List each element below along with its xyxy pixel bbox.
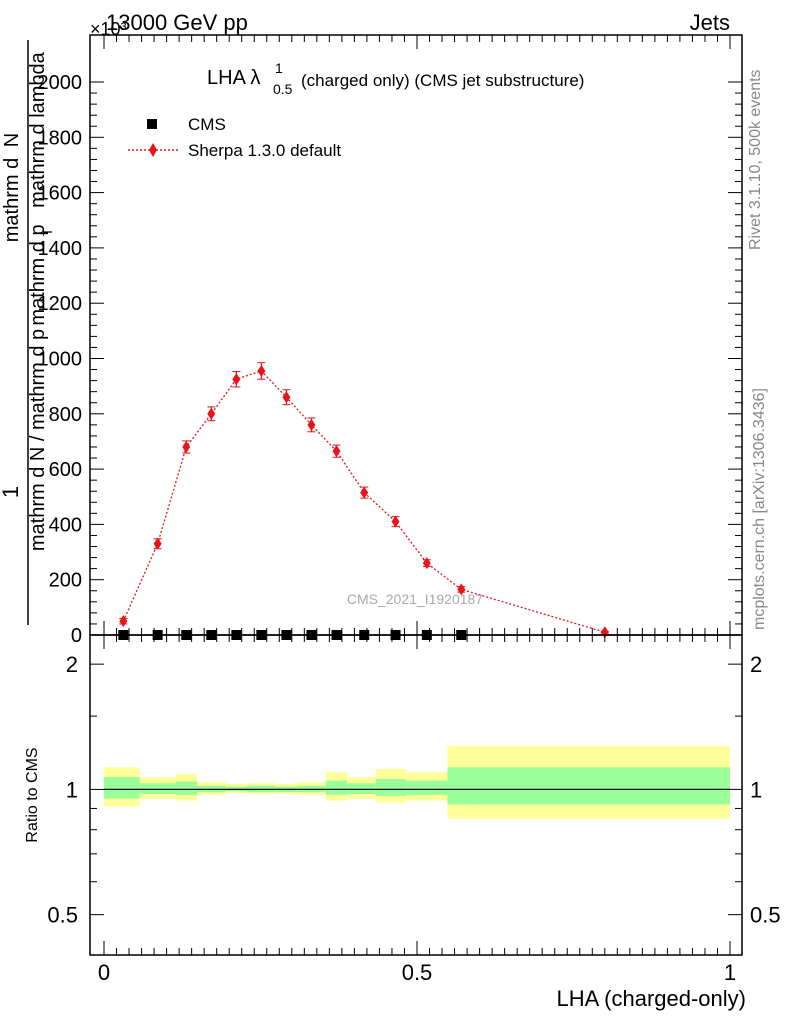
ratio-x-ticks: 0 0.5 1 xyxy=(98,635,736,985)
ratio-y-tick-label-right: 0.5 xyxy=(750,903,781,928)
main-y-tick-label: 1000 xyxy=(38,349,83,371)
sherpa-point xyxy=(232,373,241,386)
main-ylabel-top-den: mathrm d p xyxy=(27,224,49,325)
main-y-tick-label: 2000 xyxy=(38,72,83,94)
ratio-green-band xyxy=(347,783,376,794)
main-y-axis-title: 1 mathrm d N / mathrm d p mathrm d N mat… xyxy=(0,40,55,625)
ratio-bands xyxy=(104,746,730,819)
legend: CMS Sherpa 1.3.0 default xyxy=(128,115,341,160)
x-tick-label: 1 xyxy=(724,960,736,985)
sherpa-point xyxy=(182,440,191,453)
sherpa-point xyxy=(119,615,128,628)
ratio-y-ticks: 0.5 0.5 1 1 2 2 xyxy=(47,652,780,928)
legend-sherpa-label: Sherpa 1.3.0 default xyxy=(188,141,341,160)
sherpa-point xyxy=(307,418,316,431)
main-y-tick-label: 0 xyxy=(71,625,82,647)
legend-sherpa-marker xyxy=(149,143,157,157)
main-y-tick-label: 1600 xyxy=(38,183,83,205)
ratio-green-band xyxy=(447,767,480,805)
main-y-tick-label: 600 xyxy=(49,459,82,481)
main-ylabel-sub: T xyxy=(40,228,55,236)
ratio-ylabel: Ratio to CMS xyxy=(24,747,41,842)
ratio-green-band xyxy=(175,781,198,795)
sherpa-point xyxy=(457,583,466,596)
sherpa-point xyxy=(153,537,162,550)
ratio-y-tick-label: 0.5 xyxy=(47,903,78,928)
main-y-tick-label: 400 xyxy=(49,514,82,536)
plot-title: LHA λ xyxy=(207,67,260,89)
sherpa-point xyxy=(207,407,216,420)
main-ylabel-top-num: mathrm d xyxy=(1,158,23,242)
legend-cms-label: CMS xyxy=(188,115,226,134)
main-y-tick-label: 800 xyxy=(49,404,82,426)
main-ylabel-one: 1 xyxy=(0,486,23,498)
ratio-frame xyxy=(89,634,743,956)
jets-label: Jets xyxy=(690,10,730,35)
main-plot: 0 200 400 600 800 1000 1200 1400 1600 1800 2000 CM… xyxy=(38,34,743,647)
main-y-tick-label: 200 xyxy=(49,570,82,592)
ratio-green-band xyxy=(104,777,140,799)
main-y-tick-label: 1200 xyxy=(38,293,83,315)
plot-title-rest: (charged only) (CMS jet substructure) xyxy=(301,71,584,90)
ratio-plot: 0.5 0.51 12 2 0 0.5 1 Ratio to CMS LHA (charg… xyxy=(24,634,781,1011)
plot-title-sub: 0.5 xyxy=(273,81,293,97)
ratio-green-band xyxy=(139,783,176,794)
sherpa-point xyxy=(391,515,400,528)
x-axis-title: LHA (charged-only) xyxy=(556,986,746,1011)
main-x-ticks xyxy=(103,35,731,635)
rivet-label: Rivet 3.1.10, 500k events xyxy=(747,69,764,250)
ratio-green-band xyxy=(479,767,730,805)
ratio-green-band xyxy=(406,780,448,795)
sherpa-point xyxy=(422,557,431,570)
main-ylabel-den: mathrm d N / mathrm d p xyxy=(27,329,49,551)
main-ylabel-top-mid: N xyxy=(1,133,23,147)
main-y-ticks: 0 200 400 600 800 1000 1200 1400 1600 1800 2000 xyxy=(38,72,742,647)
ratio-y-tick-label: 2 xyxy=(66,652,78,677)
plot-title-sup: 1 xyxy=(275,60,283,76)
ratio-y-tick-label: 1 xyxy=(66,777,78,802)
legend-cms-marker xyxy=(147,119,157,129)
sherpa-point xyxy=(282,391,291,404)
watermark: CMS_2021_I1920187 xyxy=(347,591,483,607)
main-ylabel-top-den2: mathrm d lambda xyxy=(27,51,49,207)
exponent-label: ×10³ xyxy=(90,19,127,39)
mcplots-label: mcplots.cern.ch [arXiv:1306.3436] xyxy=(751,388,768,630)
main-y-tick-label: 1800 xyxy=(38,127,83,149)
x-tick-label: 0.5 xyxy=(402,960,433,985)
ratio-green-band xyxy=(325,780,348,795)
sherpa-line xyxy=(122,370,605,633)
sherpa-point xyxy=(257,364,266,377)
ratio-y-tick-label-right: 2 xyxy=(750,652,762,677)
ratio-green-band xyxy=(375,778,407,796)
energy-label: 13000 GeV pp xyxy=(106,10,248,35)
x-tick-label: 0 xyxy=(98,960,110,985)
sherpa-point xyxy=(332,445,341,458)
main-y-tick-label: 1400 xyxy=(38,238,83,260)
ratio-y-tick-label-right: 1 xyxy=(750,777,762,802)
sherpa-point xyxy=(360,486,369,499)
